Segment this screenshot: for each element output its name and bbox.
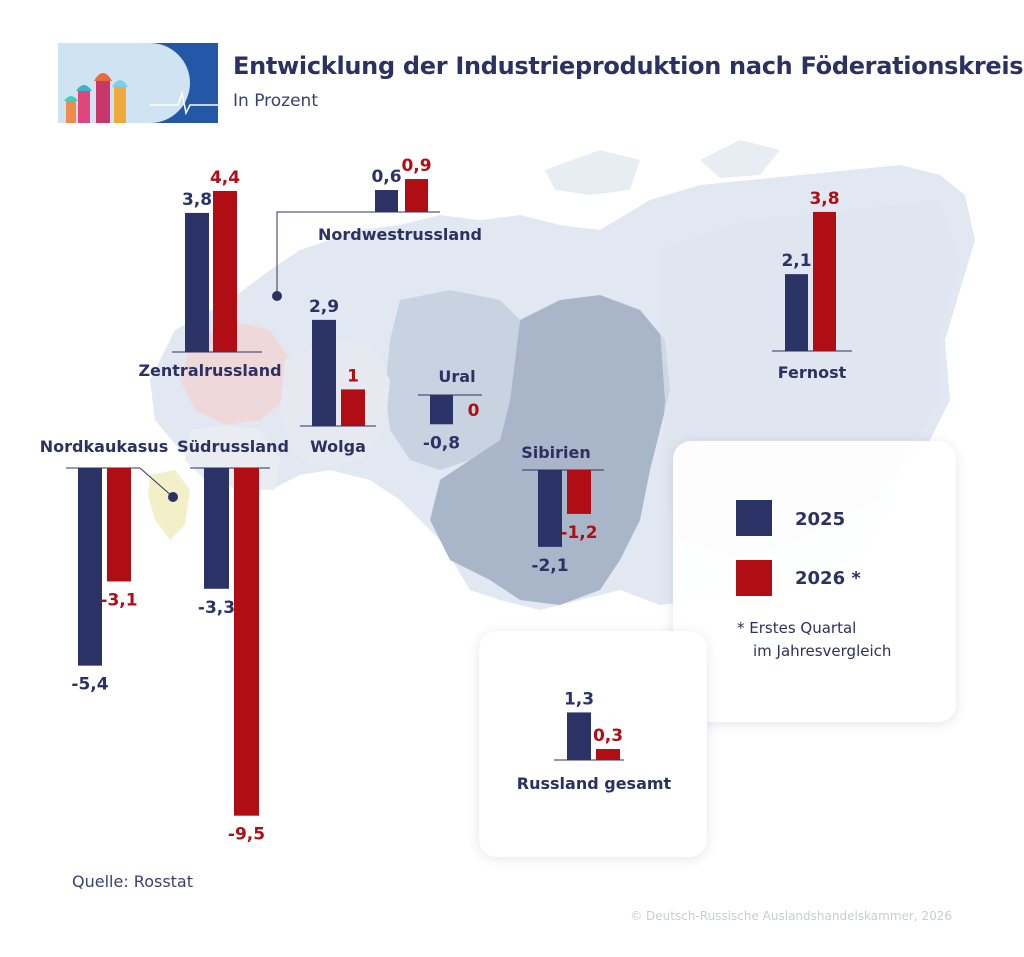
bar-zentralrussland-2026 [213,190,237,352]
value-label-russland-gesamt-2025: 1,3 [564,689,594,709]
value-label-russland-gesamt-2026: 0,3 [593,726,623,746]
chart-subtitle: In Prozent [233,91,318,111]
region-label-s-drussland: Südrussland [177,437,289,456]
value-label-s-drussland-2025: -3,3 [198,598,235,618]
bar-wolga-2025 [312,319,336,426]
value-label-sibirien-2025: -2,1 [531,556,568,576]
region-label-nordkaukasus: Nordkaukasus [40,437,168,456]
nordwest-callout-dot [272,291,282,301]
value-label-ural-2025: -0,8 [423,433,460,453]
map-islands [545,140,780,195]
bar-wolga-2026 [341,389,365,426]
value-label-fernost-2025: 2,1 [781,251,811,271]
value-label-zentralrussland-2025: 3,8 [182,190,212,210]
bar-nordwestrussland-2025 [375,190,398,212]
bar-s-drussland-2025 [204,468,229,589]
value-label-nordwestrussland-2025: 0,6 [371,167,401,187]
value-label-nordkaukasus-2025: -5,4 [71,675,108,695]
bar-fernost-2026 [813,211,836,351]
nordkaukasus-callout-line [139,467,174,498]
value-label-fernost-2026: 3,8 [809,189,839,209]
legend-swatch-2025 [736,500,772,536]
region-label-wolga: Wolga [310,437,366,456]
legend-card: 2025 2026 * * Erstes Quartal im Jahresve… [673,441,956,722]
total-card [479,631,707,857]
bar-nordwestrussland-2026 [405,179,428,212]
chart-title: Entwicklung der Industrieproduktion nach… [233,52,1024,80]
legend-note-line1: * Erstes Quartal [737,619,857,637]
legend-label-2025: 2025 [795,509,846,530]
region-label-sibirien: Sibirien [521,443,591,462]
region-label-nordwestrussland: Nordwestrussland [318,225,482,244]
bar-fernost-2025 [785,274,808,351]
region-label-zentralrussland: Zentralrussland [138,361,281,380]
bar-nordkaukasus-2026 [107,468,131,582]
bar-s-drussland-2026 [234,468,259,816]
map-region-nordkaukasus [148,470,190,540]
region-label-fernost: Fernost [778,363,847,382]
value-label-wolga-2025: 2,9 [309,297,339,317]
bar-russland-gesamt-2026 [596,749,620,760]
region-label-ural: Ural [438,367,475,386]
bar-sibirien-2026 [567,470,591,514]
legend-label-2026: 2026 * [795,568,861,589]
region-label-russland-gesamt: Russland gesamt [517,774,672,793]
value-label-nordkaukasus-2026: -3,1 [100,590,137,610]
bar-russland-gesamt-2025 [567,712,591,760]
bar-sibirien-2025 [538,470,562,547]
value-label-ural-2026: 0 [468,401,480,421]
value-label-wolga-2026: 1 [347,366,359,386]
map-region-ural [385,290,520,470]
map-region-sibirien [430,295,670,605]
bar-nordkaukasus-2025 [78,468,102,666]
value-label-zentralrussland-2026: 4,4 [210,168,240,188]
legend-swatch-2026 [736,560,772,596]
bar-zentralrussland-2025 [185,212,209,352]
value-label-s-drussland-2026: -9,5 [228,825,265,845]
value-label-sibirien-2026: -1,2 [560,523,597,543]
source-note: Quelle: Rosstat [72,872,193,891]
bar-ural-2025 [430,395,453,425]
nordkaukasus-callout-dot [168,492,178,502]
value-label-nordwestrussland-2026: 0,9 [401,156,431,176]
copyright-note: © Deutsch-Russische Auslandshandelskamme… [630,909,952,923]
kremlin-logo [58,43,218,123]
legend-note-line2: im Jahresvergleich [753,642,892,660]
